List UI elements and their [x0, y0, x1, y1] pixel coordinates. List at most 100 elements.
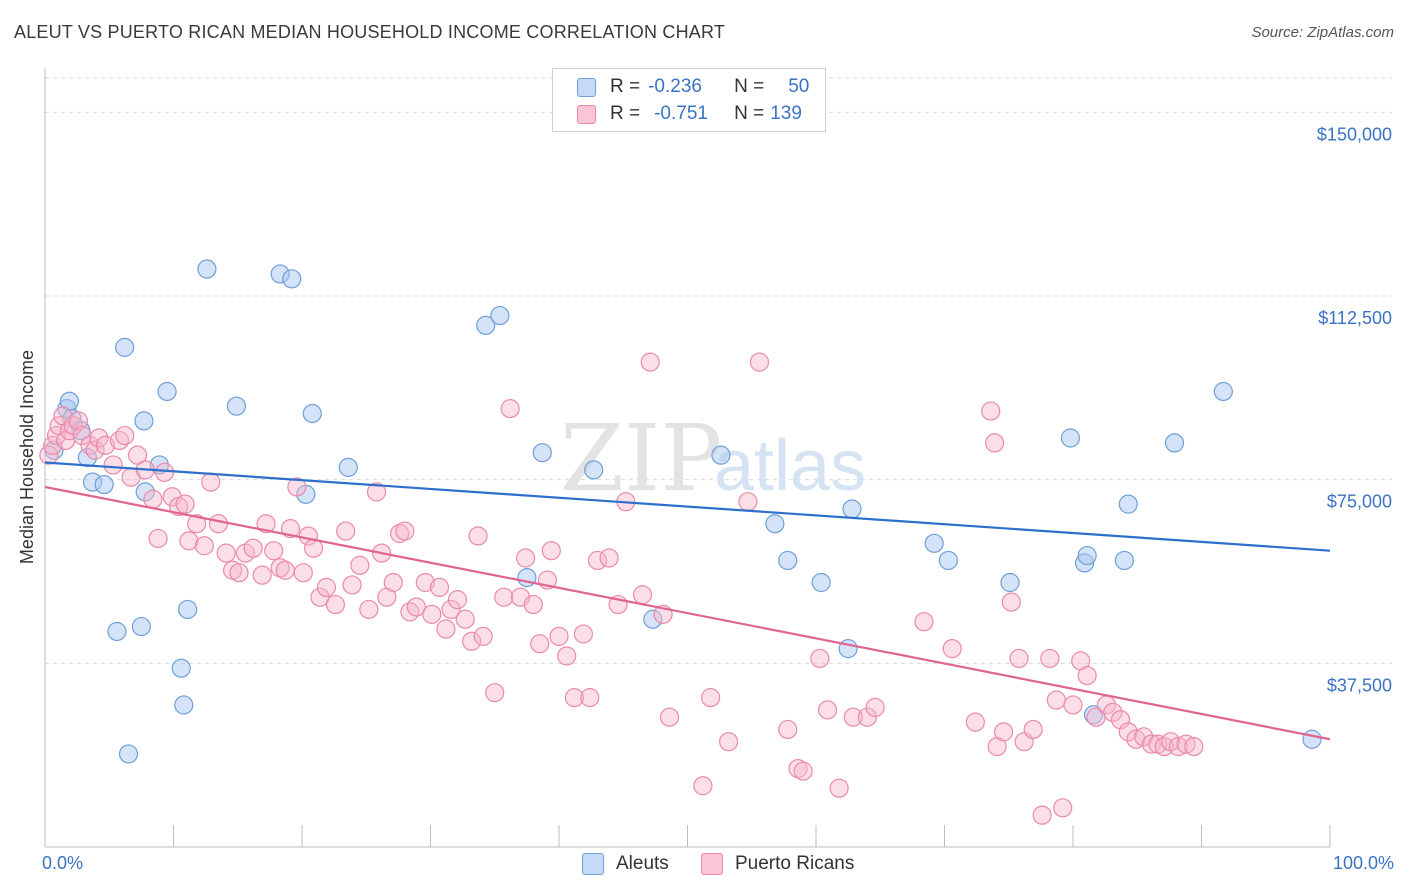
aleut-point — [302, 403, 322, 424]
puerto-rican-point — [115, 425, 135, 446]
aleut-point — [1164, 433, 1185, 453]
puerto-rican-point — [175, 494, 195, 514]
puerto-rican-point — [95, 435, 115, 455]
aleut-point — [938, 550, 958, 571]
y-tick-label: $37,500 — [1327, 675, 1392, 695]
puerto-rican-point — [395, 521, 415, 541]
aleut-point — [765, 514, 785, 534]
puerto-rican-point — [1184, 736, 1204, 757]
puerto-rican-point — [406, 597, 426, 617]
puerto-rican-point — [143, 489, 163, 509]
aleut-point — [174, 695, 194, 715]
puerto-rican-point — [1053, 798, 1073, 818]
puerto-rican-point — [264, 541, 284, 561]
puerto-rican-point — [1103, 702, 1123, 722]
aleut-point — [1213, 381, 1233, 402]
aleut-point — [811, 572, 831, 593]
legend-r-label: R = — [610, 103, 641, 124]
aleut-point — [94, 474, 114, 495]
aleut-point — [338, 457, 358, 477]
puerto-rican-point — [422, 604, 442, 624]
puerto-rican-point — [810, 648, 830, 669]
puerto-rican-point — [43, 435, 63, 455]
puerto-rican-point — [500, 399, 520, 419]
legend-n-label: N = — [734, 103, 765, 124]
puerto-rican-point — [415, 572, 435, 593]
puerto-rican-point — [208, 514, 229, 534]
puerto-rican-point — [293, 563, 313, 583]
watermark: ZIP atlas — [560, 405, 866, 512]
puerto-rican-point — [587, 550, 608, 571]
puerto-rican-point — [359, 599, 379, 620]
puerto-rican-point — [310, 587, 330, 607]
watermark-atlas: atlas — [714, 426, 866, 506]
puerto-rican-point — [1040, 648, 1060, 669]
puerto-rican-point — [336, 521, 356, 541]
puerto-rican-point — [383, 572, 403, 593]
puerto-rican-point — [447, 590, 468, 610]
puerto-rican-point — [429, 577, 450, 598]
puerto-rican-point — [72, 425, 92, 446]
aleut-point — [532, 443, 552, 463]
aleut-point — [842, 499, 862, 519]
puerto-rican-point — [350, 555, 370, 575]
puerto-rican-point — [965, 712, 985, 732]
puerto-rican-point — [523, 594, 543, 615]
aleut-point — [197, 259, 217, 279]
aleut-point — [1083, 705, 1104, 725]
puerto-rican-point — [216, 543, 236, 563]
puerto-rican-point — [194, 536, 214, 556]
puerto-rican-point — [154, 462, 175, 482]
puerto-rican-point — [557, 646, 577, 666]
puerto-rican-point — [914, 612, 934, 632]
legend-n-value: 139 — [770, 103, 802, 124]
aleut-point — [711, 445, 731, 465]
y-tick-label: $112,500 — [1318, 308, 1392, 328]
puerto-rican-point — [1077, 665, 1097, 686]
puerto-rican-point — [981, 401, 1001, 421]
puerto-rican-point — [179, 531, 199, 551]
puerto-rican-point — [148, 528, 168, 549]
puerto-rican-point — [473, 626, 493, 646]
aleut-points — [44, 259, 1322, 764]
puerto-rican-point — [749, 352, 770, 372]
puerto-rican-point — [632, 585, 653, 605]
puerto-rican-point — [1063, 695, 1083, 715]
puerto-rican-point — [280, 519, 301, 539]
legend-row-puerto-ricans: R = -0.751 N = 139 — [577, 101, 802, 127]
puerto-rican-point — [229, 563, 249, 583]
puerto-rican-point — [573, 624, 594, 644]
aleut-point — [226, 396, 247, 416]
puerto-rican-point — [817, 700, 838, 720]
trend-lines — [44, 461, 1331, 741]
puerto-rican-point — [865, 697, 885, 718]
puerto-rican-point — [103, 455, 123, 475]
puerto-rican-point — [580, 688, 600, 708]
puerto-rican-point — [530, 634, 550, 654]
puerto-rican-point — [1110, 710, 1131, 730]
aleut-point — [134, 411, 154, 431]
puerto-rican-point — [436, 619, 456, 639]
aleut-point — [1114, 550, 1135, 571]
puerto-rican-point — [1168, 736, 1188, 757]
aleut-point — [1000, 572, 1020, 593]
puerto-rican-point — [515, 548, 536, 568]
puerto-rican-point — [1023, 719, 1043, 740]
puerto-rican-point — [994, 722, 1014, 742]
puerto-rican-point — [1046, 690, 1066, 710]
puerto-rican-point — [468, 526, 488, 546]
aleut-point — [77, 448, 98, 468]
legend-r-value: -0.751 — [654, 103, 708, 124]
puerto-rican-point — [793, 761, 813, 781]
puerto-rican-point — [441, 599, 461, 620]
legend-r-label: R = — [610, 76, 641, 97]
puerto-rican-point — [485, 683, 505, 703]
puerto-rican-point — [270, 558, 290, 578]
x-tick-label: 100.0% — [1333, 853, 1394, 873]
puerto-rican-legend-swatch — [701, 853, 723, 875]
aleut-point — [643, 609, 663, 629]
puerto-rican-point — [1126, 729, 1146, 749]
aleut-trend-line — [44, 461, 1331, 552]
source-note: Source: ZipAtlas.com — [1251, 24, 1394, 41]
puerto-rican-point — [494, 587, 514, 607]
